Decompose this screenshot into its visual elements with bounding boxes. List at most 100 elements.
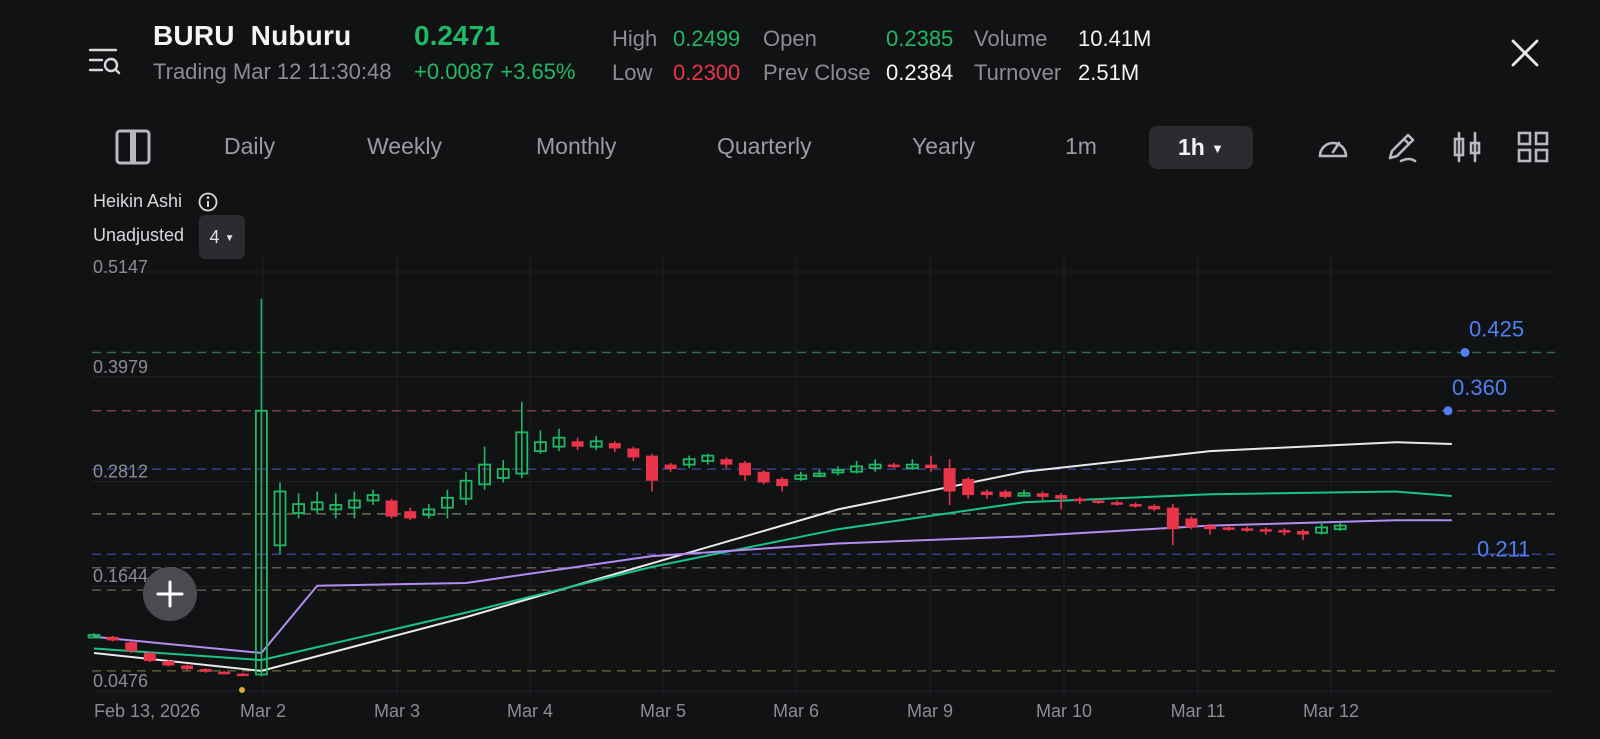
price-change: +0.0087 +3.65% bbox=[414, 59, 576, 84]
tab-1m[interactable]: 1m bbox=[1065, 133, 1097, 159]
low-value: 0.2300 bbox=[673, 60, 741, 85]
candle-body bbox=[794, 474, 808, 480]
info-icon[interactable] bbox=[198, 192, 218, 212]
candle-body bbox=[534, 441, 547, 453]
candle-body bbox=[1148, 505, 1161, 510]
candle-body bbox=[925, 464, 937, 469]
candle-body bbox=[664, 464, 677, 470]
candle-body bbox=[887, 464, 900, 468]
candle-body bbox=[1241, 528, 1254, 531]
chevron-down-icon: ▼ bbox=[224, 233, 235, 244]
candle-body bbox=[347, 499, 361, 509]
tab-quarterly[interactable]: Quarterly bbox=[717, 133, 812, 159]
candle-body bbox=[720, 459, 733, 465]
x-axis-tick-label: Mar 12 bbox=[1303, 701, 1359, 721]
candle-body bbox=[292, 503, 306, 514]
candle-body bbox=[757, 471, 770, 483]
candle-body bbox=[1017, 492, 1031, 497]
gauge-icon[interactable] bbox=[1316, 130, 1350, 164]
y-axis-tick-label: 0.5147 bbox=[93, 257, 148, 277]
candle-body bbox=[906, 463, 919, 470]
candle-body bbox=[236, 673, 249, 677]
draw-pen-icon[interactable] bbox=[1384, 130, 1418, 164]
candle-body bbox=[404, 511, 417, 519]
close-icon[interactable] bbox=[1508, 36, 1542, 70]
open-value: 0.2385 bbox=[886, 26, 954, 51]
candle-body bbox=[366, 494, 380, 502]
candle-body bbox=[850, 465, 863, 473]
adjustment-label: Unadjusted bbox=[93, 225, 185, 245]
chart-type-label: Heikin Ashi bbox=[93, 191, 183, 211]
candle-body bbox=[125, 642, 138, 652]
x-axis-tick-label: Mar 9 bbox=[907, 701, 953, 721]
candle-body bbox=[552, 436, 566, 448]
event-dot-marker bbox=[239, 687, 245, 693]
candle-body bbox=[87, 634, 101, 639]
candle-body bbox=[1129, 504, 1142, 507]
candle-body bbox=[515, 431, 529, 475]
candle-body bbox=[1111, 502, 1123, 505]
candle-body bbox=[1166, 507, 1179, 530]
prev-close-value: 0.2384 bbox=[886, 60, 954, 85]
moving-average-line bbox=[93, 490, 1452, 662]
candle-body bbox=[831, 469, 845, 474]
x-axis-tick-label: Mar 11 bbox=[1171, 701, 1226, 721]
candle-body bbox=[1297, 530, 1309, 535]
company-name: Nuburu bbox=[250, 20, 352, 51]
candle-body bbox=[1222, 527, 1235, 530]
candle-body bbox=[1278, 530, 1291, 533]
candle-body bbox=[385, 500, 398, 517]
annotation-label: 0.360 bbox=[1452, 375, 1507, 400]
candle-body bbox=[181, 665, 193, 670]
candle-body bbox=[199, 669, 212, 672]
y-axis-tick-label: 0.1644 bbox=[93, 566, 148, 586]
chevron-down-icon: ▼ bbox=[1211, 141, 1225, 156]
ticker-title: BURU Nuburu bbox=[153, 20, 351, 52]
sidebar-toggle-icon[interactable] bbox=[115, 129, 151, 165]
layout-grid-icon[interactable] bbox=[1516, 130, 1550, 164]
period-select[interactable]: 4 ▼ bbox=[199, 215, 245, 259]
x-axis-tick-label: Feb 13, 2026 bbox=[94, 701, 200, 721]
menu-search-icon[interactable] bbox=[88, 46, 122, 76]
candle-body bbox=[1092, 500, 1105, 503]
candle-body bbox=[980, 491, 993, 496]
candle-body bbox=[106, 636, 119, 641]
turnover-value: 2.51M bbox=[1078, 60, 1140, 85]
tab-1h[interactable]: 1h ▼ bbox=[1149, 126, 1253, 169]
tab-monthly[interactable]: Monthly bbox=[536, 133, 617, 159]
candle-body bbox=[273, 490, 287, 547]
x-axis-tick-label: Mar 3 bbox=[374, 701, 420, 721]
annotation-label: 0.425 bbox=[1469, 316, 1524, 341]
candle-body bbox=[962, 478, 975, 496]
candle-body bbox=[999, 491, 1012, 497]
volume-value: 10.41M bbox=[1078, 26, 1152, 51]
candlestick-chart[interactable]: 0.5147 0.3979 0.2812 0.1644 0.0476 Feb 13, 20… bbox=[0, 255, 1600, 739]
candle-body bbox=[1315, 526, 1328, 534]
period-value: 4 bbox=[209, 227, 220, 247]
candle-body bbox=[589, 440, 603, 448]
last-price: 0.2471 bbox=[414, 20, 500, 51]
candle-body bbox=[627, 448, 640, 458]
candle-settings-icon[interactable] bbox=[1451, 130, 1485, 164]
candle-body bbox=[1185, 518, 1198, 528]
candle-body bbox=[440, 496, 454, 509]
ticker-symbol: BURU bbox=[153, 20, 235, 51]
tab-weekly[interactable]: Weekly bbox=[367, 133, 442, 159]
candle-body bbox=[143, 652, 156, 662]
candle-body bbox=[813, 472, 826, 477]
tab-yearly[interactable]: Yearly bbox=[912, 133, 976, 159]
candle-body bbox=[701, 454, 715, 462]
tab-daily[interactable]: Daily bbox=[224, 133, 276, 159]
moving-average-line bbox=[93, 441, 1452, 672]
y-axis-tick-label: 0.2812 bbox=[93, 461, 148, 481]
candle-body bbox=[868, 463, 882, 470]
candle-body bbox=[1036, 493, 1049, 497]
candle-body bbox=[1259, 529, 1272, 532]
x-axis-tick-label: Mar 5 bbox=[640, 701, 686, 721]
candle-body bbox=[739, 462, 751, 476]
candle-body bbox=[776, 478, 789, 487]
crosshair-add-icon[interactable] bbox=[143, 567, 197, 621]
high-value: 0.2499 bbox=[673, 26, 741, 51]
candle-body bbox=[218, 671, 231, 675]
x-axis-tick-label: Mar 6 bbox=[773, 701, 819, 721]
